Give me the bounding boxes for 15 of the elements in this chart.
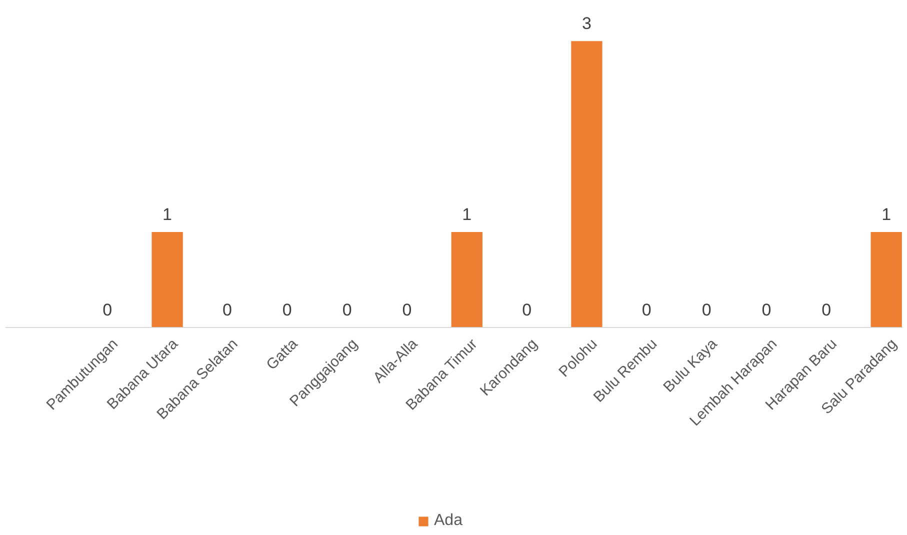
data-label: 0 (102, 300, 112, 320)
data-label: 1 (162, 205, 172, 224)
data-label: 0 (342, 300, 352, 320)
data-label: 1 (462, 205, 472, 224)
data-label: 3 (582, 14, 592, 34)
data-label: 0 (222, 300, 232, 320)
data-label: 0 (402, 300, 412, 320)
data-label: 0 (642, 300, 652, 320)
data-label: 1 (882, 205, 892, 224)
data-label: 0 (762, 300, 772, 320)
data-label: 0 (282, 300, 292, 320)
legend-label: Ada (434, 512, 462, 530)
data-label: 0 (702, 300, 712, 320)
data-label: 0 (522, 300, 532, 320)
data-label: 0 (822, 300, 832, 320)
